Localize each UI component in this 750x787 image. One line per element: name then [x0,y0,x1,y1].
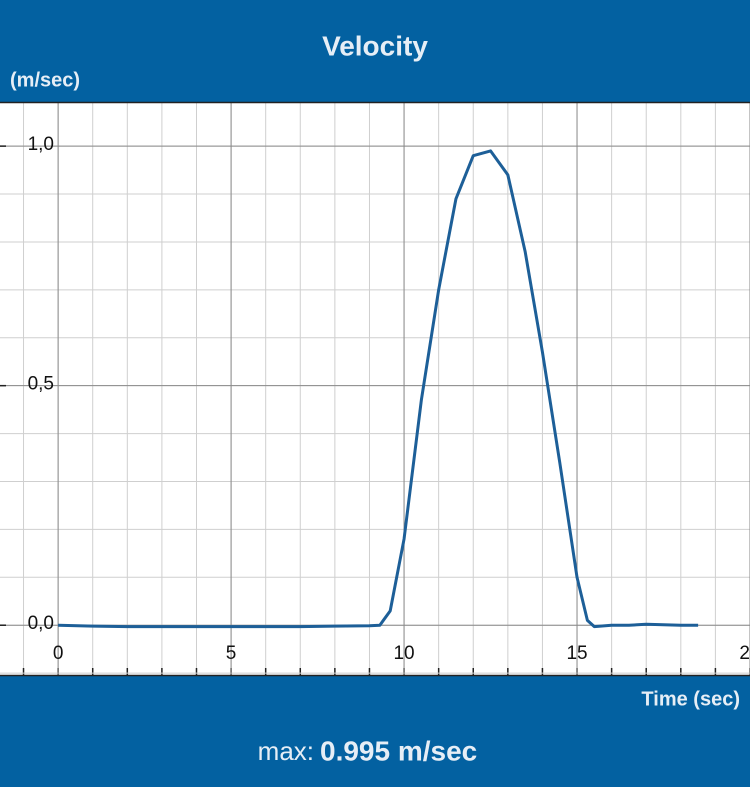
x-tick-label: 15 [566,643,587,664]
plot-area [0,103,750,676]
header-bar [0,0,750,102]
x-tick-label: 20 [739,643,750,664]
chart-title: Velocity [322,30,428,61]
x-axis-label: Time (sec) [641,688,740,710]
max-value: 0.995 m/sec [320,735,477,766]
marks [58,149,699,629]
max-label: max: [258,736,314,766]
y-tick-label: 0,0 [28,613,54,634]
y-tick-label: 1,0 [28,134,54,155]
x-tick-label: 10 [393,643,414,664]
y-tick-label: 0,5 [28,374,54,395]
data-line [58,149,699,629]
footer-bar [0,676,750,787]
x-tick-label: 0 [53,643,64,664]
x-tick-label: 5 [226,643,237,664]
y-axis-label: (m/sec) [10,69,80,91]
